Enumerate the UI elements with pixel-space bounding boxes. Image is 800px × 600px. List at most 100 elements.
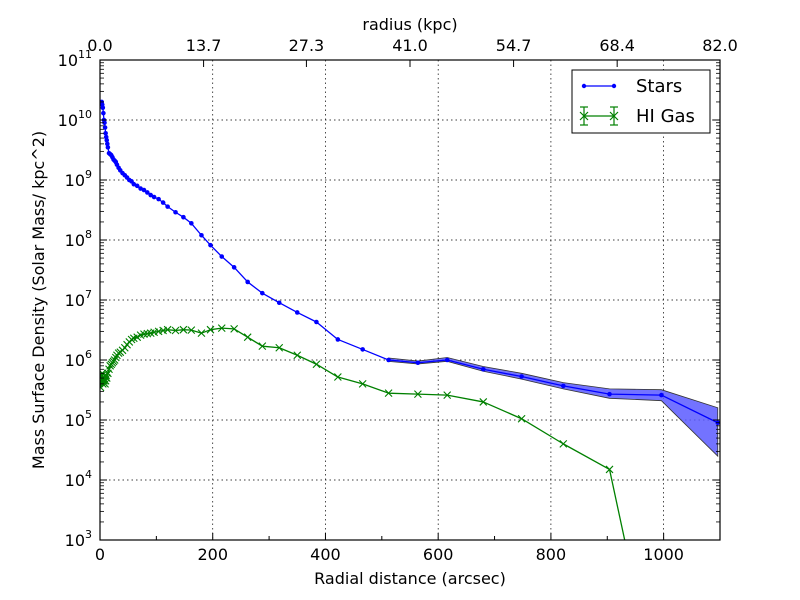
stars-point: [181, 214, 186, 220]
stars-point: [134, 183, 140, 189]
hi-gas-point: [140, 330, 148, 339]
stars-point: [294, 310, 300, 315]
y-tick-label-6: 109: [65, 168, 92, 190]
hi-gas-point: [101, 379, 109, 388]
top-tick-label-3: 41.0: [392, 36, 428, 55]
stars-point: [231, 265, 237, 270]
hi-gas-point: [163, 325, 172, 334]
stars-point: [101, 110, 106, 116]
top-axis-label: radius (kpc): [362, 15, 457, 34]
y-tick-label-5: 108: [65, 228, 92, 250]
x-tick-label-5: 1000: [643, 545, 684, 564]
y-tick-label-0: 103: [65, 528, 92, 550]
hi-gas-point: [293, 351, 302, 360]
stars-point: [444, 357, 450, 363]
hi-gas-point: [312, 360, 321, 369]
stars-point: [189, 220, 194, 226]
stars-point: [386, 357, 391, 363]
stars-point: [314, 319, 319, 325]
hi-gas-point: [171, 326, 180, 335]
stars-point: [151, 194, 157, 200]
axis-ticks: 0 200 400 600 800 1000 0.0 13.7 27.3 41.0 54.7 68.4…: [58, 36, 738, 564]
y-tick-label-1: 104: [65, 468, 92, 490]
hi-gas-point: [559, 439, 568, 448]
x-tick-label-3: 600: [423, 545, 454, 564]
hi-gas-point: [333, 373, 342, 381]
top-tick-label-4: 54.7: [496, 36, 532, 55]
legend-entry-stars: Stars: [581, 76, 682, 97]
hi-gas-point: [605, 465, 614, 474]
stars-point: [104, 137, 110, 143]
hi-gas-point: [143, 329, 152, 338]
stars-point: [260, 290, 265, 296]
hi-gas-point: [187, 326, 196, 334]
hi-gas-point: [258, 342, 267, 351]
hi-gas-point: [230, 325, 239, 333]
top-tick-label-6: 82.0: [702, 36, 738, 55]
stars-point: [105, 141, 110, 147]
hi-gas-point: [133, 333, 142, 342]
y-axis-label: Mass Surface Density (Solar Mass/ kpc^2): [29, 131, 48, 469]
stars-point: [105, 145, 111, 150]
hi-gas-point: [127, 335, 136, 344]
x-axis-label: Radial distance (arcsec): [314, 569, 506, 588]
hi-gas-point: [102, 374, 111, 382]
hi-gas-point: [110, 356, 119, 364]
stars-point: [103, 131, 108, 136]
hi-gas-point: [197, 329, 206, 338]
stars-point: [208, 242, 213, 248]
stars-point: [480, 366, 486, 372]
hi-gas-point: [517, 414, 526, 423]
stars-point: [659, 392, 664, 398]
stars-point: [415, 360, 421, 366]
stars-point: [148, 192, 154, 198]
stars-point: [173, 209, 178, 215]
stars-point: [245, 279, 250, 285]
stars-point: [141, 187, 147, 193]
y-tick-label-2: 105: [65, 408, 92, 430]
top-tick-label-2: 27.3: [289, 36, 325, 55]
stars-point: [360, 347, 365, 352]
stars-point: [160, 200, 166, 205]
stars-point: [607, 391, 612, 397]
stars-point: [199, 232, 204, 238]
stars-point: [276, 300, 282, 306]
y-tick-label-8: 1011: [58, 48, 92, 70]
stars-point: [335, 337, 341, 342]
y-tick-label-4: 107: [65, 288, 92, 310]
hi-gas-point: [206, 325, 215, 334]
legend-entry-hi-gas: HI Gas: [579, 106, 695, 127]
x-tick-label-1: 200: [197, 545, 228, 564]
stars-point: [100, 105, 106, 111]
legend-gas-label: HI Gas: [636, 106, 695, 127]
x-tick-label-4: 800: [536, 545, 567, 564]
x-tick-label-2: 400: [310, 545, 341, 564]
hi-gas-point: [243, 333, 252, 342]
legend-stars-marker-right: [611, 83, 617, 89]
legend-box: [571, 69, 711, 134]
hi-gas-point: [275, 343, 284, 352]
legend-gas-marker-left: [579, 111, 589, 121]
stars-point: [145, 190, 150, 195]
y-tick-label-7: 1010: [58, 108, 92, 130]
hi-gas-point: [443, 391, 452, 399]
stars-point: [561, 383, 566, 389]
stars-point: [519, 374, 524, 379]
stars-point: [156, 196, 161, 202]
hi-gas-point: [384, 389, 393, 398]
hi-gas-point: [111, 353, 120, 362]
stars-point: [219, 254, 225, 259]
top-tick-label-1: 13.7: [186, 36, 222, 55]
stars-point: [102, 120, 107, 126]
top-tick-label-0: 0.0: [87, 36, 112, 55]
stars-point: [165, 204, 170, 209]
stars-point: [102, 125, 108, 130]
hi-gas-point: [414, 390, 422, 399]
data-series: [100, 99, 720, 540]
hi-gas-point: [179, 325, 188, 334]
hi-gas-point: [479, 398, 488, 406]
y-tick-label-3: 106: [65, 348, 92, 370]
legend-stars-label: Stars: [636, 76, 682, 97]
x-tick-label-0: 0: [95, 545, 105, 564]
hi-gas-point: [217, 324, 226, 332]
